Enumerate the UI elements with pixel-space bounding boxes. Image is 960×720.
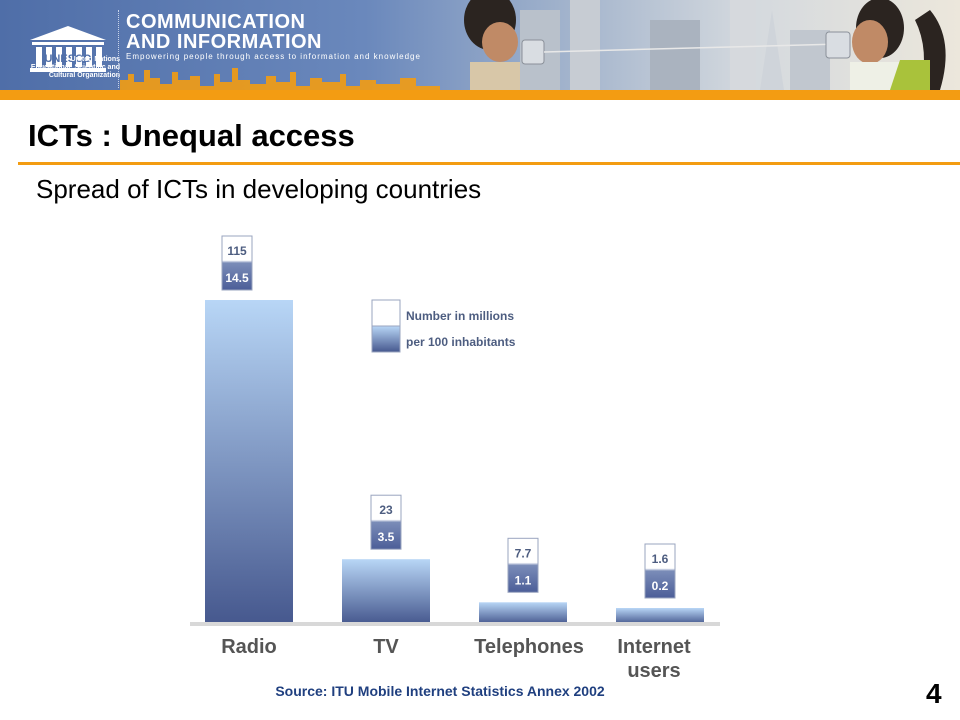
title-underline	[18, 162, 960, 165]
value-label-millions: 1.6	[652, 552, 669, 566]
value-label-millions: 115	[227, 244, 247, 258]
value-label-per-100: 3.5	[378, 530, 395, 544]
value-box	[370, 494, 402, 550]
legend-swatch-millions	[371, 299, 401, 327]
legend-label: per 100 inhabitants	[406, 335, 516, 349]
value-label-per-100: 1.1	[515, 573, 532, 587]
org-line-2: Educational, Scientific and	[30, 64, 120, 71]
banner-photo	[464, 0, 946, 90]
brand-tagline: Empowering people through access to info…	[126, 52, 421, 61]
bar-telephones	[479, 602, 567, 624]
value-box	[507, 537, 539, 593]
org-line-1: United Nations	[70, 56, 120, 63]
page-title: ICTs : Unequal access	[28, 118, 355, 153]
legend-label: Number in millions	[406, 309, 514, 323]
value-label-millions: 7.7	[515, 546, 532, 560]
organization-name: United Nations Educational, Scientific a…	[20, 56, 120, 80]
skyline-decoration	[120, 68, 440, 90]
bar-radio	[205, 300, 293, 624]
category-label: Radio	[221, 636, 277, 658]
value-box	[644, 543, 676, 599]
category-label: Internet users	[617, 636, 691, 682]
legend-swatch-per-100	[371, 325, 401, 353]
logo-text: UNESCO	[44, 53, 92, 65]
bar-internet-users	[616, 608, 704, 624]
chart-legend: Number in millions per 100 inhabitants	[371, 299, 516, 353]
brand-title: COMMUNICATION AND INFORMATION	[126, 12, 322, 52]
banner-accent-stripe	[0, 90, 960, 100]
source-note: Source: ITU Mobile Internet Statistics A…	[275, 683, 605, 699]
value-label-millions: 23	[379, 503, 393, 517]
value-box	[221, 235, 253, 291]
category-label: TV	[373, 636, 399, 658]
category-label: Telephones	[474, 636, 584, 658]
brand-line-1: COMMUNICATION	[126, 11, 306, 33]
bar-tv	[342, 559, 430, 624]
page-number: 4	[926, 678, 942, 709]
unesco-logo: UNESCO	[30, 26, 106, 72]
page-subtitle: Spread of ICTs in developing countries	[36, 174, 482, 204]
value-label-per-100: 0.2	[652, 579, 669, 593]
brand-line-2: AND INFORMATION	[126, 31, 322, 53]
header-banner: UNESCO United Nations Educational, Scien…	[0, 0, 960, 100]
org-line-3: Cultural Organization	[48, 72, 120, 79]
banner-divider	[118, 10, 120, 88]
value-label-per-100: 14.5	[225, 271, 249, 285]
